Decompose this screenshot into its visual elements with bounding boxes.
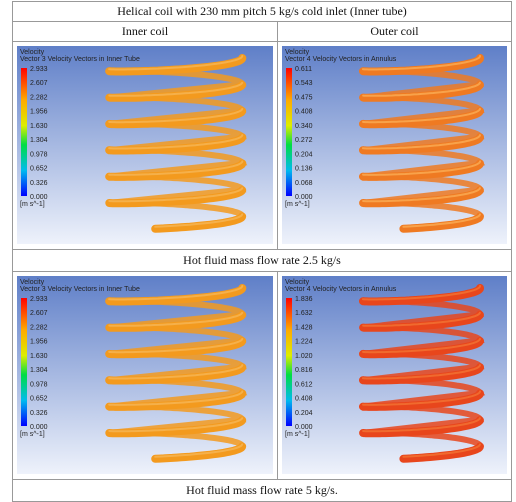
color-bar [286,68,292,196]
legend-title: Velocity [285,279,310,286]
column-header: Inner coil [12,21,278,42]
legend-label: 0.978 [30,151,48,158]
panel-cell: VelocityVector 4 Velocity Vectors in Ann… [277,41,512,250]
row-caption: Hot fluid mass flow rate 5 kg/s. [12,479,512,502]
legend-label: 1.836 [295,296,313,303]
legend-label: 0.000 [30,194,48,201]
legend-label: 0.816 [295,367,313,374]
legend-label: 1.956 [30,109,48,116]
legend-label: 0.475 [295,94,313,101]
legend-label: 1.956 [30,339,48,346]
legend-label: 2.607 [30,80,48,87]
legend-label: 1.428 [295,324,313,331]
row-caption: Hot fluid mass flow rate 2.5 kg/s [12,249,512,272]
legend-label: 0.204 [295,151,313,158]
legend-label: 0.000 [295,194,313,201]
color-bar [286,298,292,426]
legend-label: 1.224 [295,339,313,346]
legend-label: 2.933 [30,296,48,303]
color-bar [21,68,27,196]
legend-label: 0.611 [295,66,312,73]
column-header: Outer coil [277,21,512,42]
legend-label: 2.933 [30,66,48,73]
legend-label: 0.978 [30,381,48,388]
legend-label: 1.304 [30,367,48,374]
legend-label: 0.068 [295,180,313,187]
legend-unit: [m s^-1] [20,201,45,208]
legend-label: 2.607 [30,310,48,317]
legend-label: 0.652 [30,396,48,403]
legend-label: 0.326 [30,180,48,187]
legend-label: 0.543 [295,80,313,87]
legend-subtitle: Vector 3 Velocity Vectors in Inner Tube [20,286,140,293]
legend-label: 2.282 [30,324,48,331]
color-bar [21,298,27,426]
legend-unit: [m s^-1] [285,431,310,438]
legend-title: Velocity [285,49,310,56]
legend-label: 0.340 [295,123,313,130]
legend-label: 0.000 [295,424,313,431]
legend-title: Velocity [20,279,45,286]
legend-subtitle: Vector 3 Velocity Vectors in Inner Tube [20,56,140,63]
legend-label: 1.020 [295,353,313,360]
legend-label: 1.304 [30,137,48,144]
legend-label: 1.630 [30,123,48,130]
legend-label: 0.326 [30,410,48,417]
legend-label: 0.204 [295,410,313,417]
table-title: Helical coil with 230 mm pitch 5 kg/s co… [12,1,512,22]
page: Helical coil with 230 mm pitch 5 kg/s co… [0,0,516,502]
legend-unit: [m s^-1] [20,431,45,438]
legend-label: 0.408 [295,109,313,116]
legend-label: 0.272 [295,137,313,144]
legend-label: 0.652 [30,166,48,173]
legend-label: 0.612 [295,381,313,388]
legend-title: Velocity [20,49,45,56]
legend-subtitle: Vector 4 Velocity Vectors in Annulus [285,286,397,293]
legend-label: 0.408 [295,396,313,403]
legend-unit: [m s^-1] [285,201,310,208]
legend-label: 0.000 [30,424,48,431]
legend-label: 1.630 [30,353,48,360]
legend-label: 2.282 [30,94,48,101]
legend-subtitle: Vector 4 Velocity Vectors in Annulus [285,56,397,63]
legend-label: 0.136 [295,166,313,173]
legend-label: 1.632 [295,310,313,317]
